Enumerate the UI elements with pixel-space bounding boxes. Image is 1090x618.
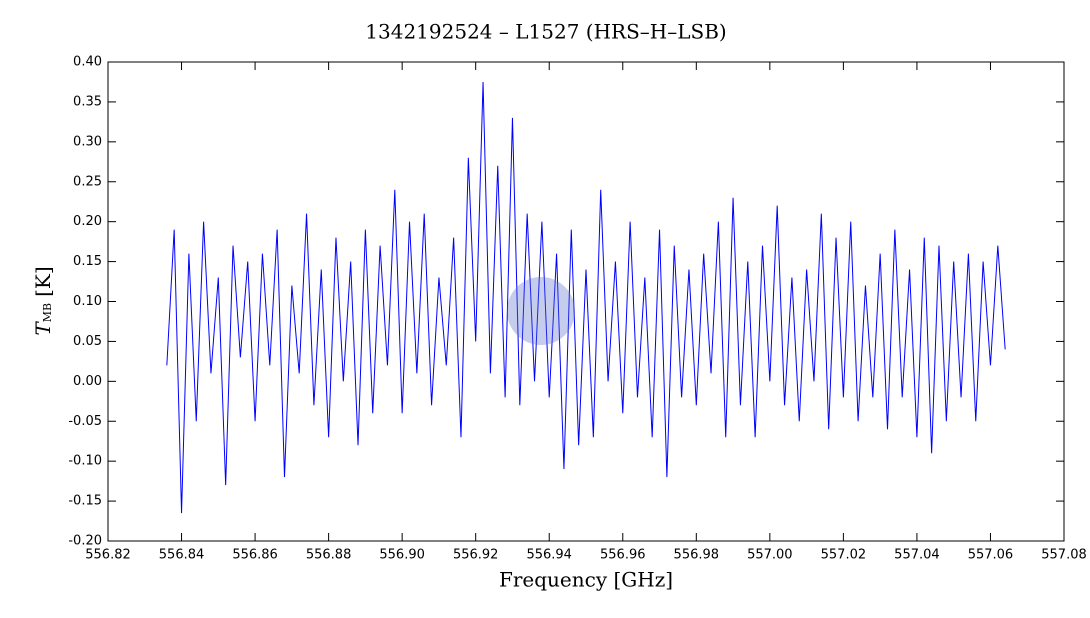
y-tick-label: 0.25 bbox=[73, 174, 102, 189]
cursor-highlight bbox=[507, 277, 575, 345]
y-axis-title: TMB [K] bbox=[31, 266, 55, 335]
x-tick-label: 556.94 bbox=[526, 548, 572, 563]
y-tick-label: 0.35 bbox=[73, 94, 102, 109]
y-tick-label: 0.30 bbox=[73, 134, 102, 149]
y-axis-symbol: T bbox=[31, 321, 55, 336]
y-tick-label: 0.00 bbox=[73, 374, 102, 389]
x-tick-label: 556.82 bbox=[85, 548, 131, 563]
y-tick-label: 0.20 bbox=[73, 214, 102, 229]
x-tick-label: 557.06 bbox=[968, 548, 1014, 563]
y-tick-label: -0.15 bbox=[68, 494, 102, 509]
y-tick-label: 0.05 bbox=[73, 334, 102, 349]
chart-title: 1342192524 – L1527 (HRS–H–LSB) bbox=[365, 20, 726, 44]
x-tick-label: 557.02 bbox=[821, 548, 867, 563]
y-tick-label: 0.10 bbox=[73, 294, 102, 309]
x-tick-label: 557.00 bbox=[747, 548, 793, 563]
y-axis-unit: [K] bbox=[31, 266, 55, 297]
plot-area bbox=[166, 81, 1006, 514]
x-tick-label: 557.04 bbox=[894, 548, 940, 563]
x-tick-label: 556.92 bbox=[453, 548, 499, 563]
y-tick-label: -0.05 bbox=[68, 414, 102, 429]
x-tick-label: 556.98 bbox=[674, 548, 720, 563]
x-tick-label: 556.86 bbox=[232, 548, 278, 563]
x-tick-label: 557.08 bbox=[1041, 548, 1087, 563]
plot-frame bbox=[107, 61, 1065, 542]
x-tick-label: 556.88 bbox=[306, 548, 352, 563]
y-tick-label: 0.15 bbox=[73, 254, 102, 269]
x-tick-label: 556.84 bbox=[159, 548, 205, 563]
y-axis-subscript: MB bbox=[41, 303, 54, 322]
spectrum-line bbox=[166, 81, 1006, 514]
x-tick-label: 556.90 bbox=[379, 548, 425, 563]
y-tick-label: 0.40 bbox=[73, 55, 102, 70]
x-axis-title: Frequency [GHz] bbox=[499, 568, 673, 592]
y-tick-label: -0.10 bbox=[68, 454, 102, 469]
x-tick-label: 556.96 bbox=[600, 548, 646, 563]
y-tick-label: -0.20 bbox=[68, 534, 102, 549]
